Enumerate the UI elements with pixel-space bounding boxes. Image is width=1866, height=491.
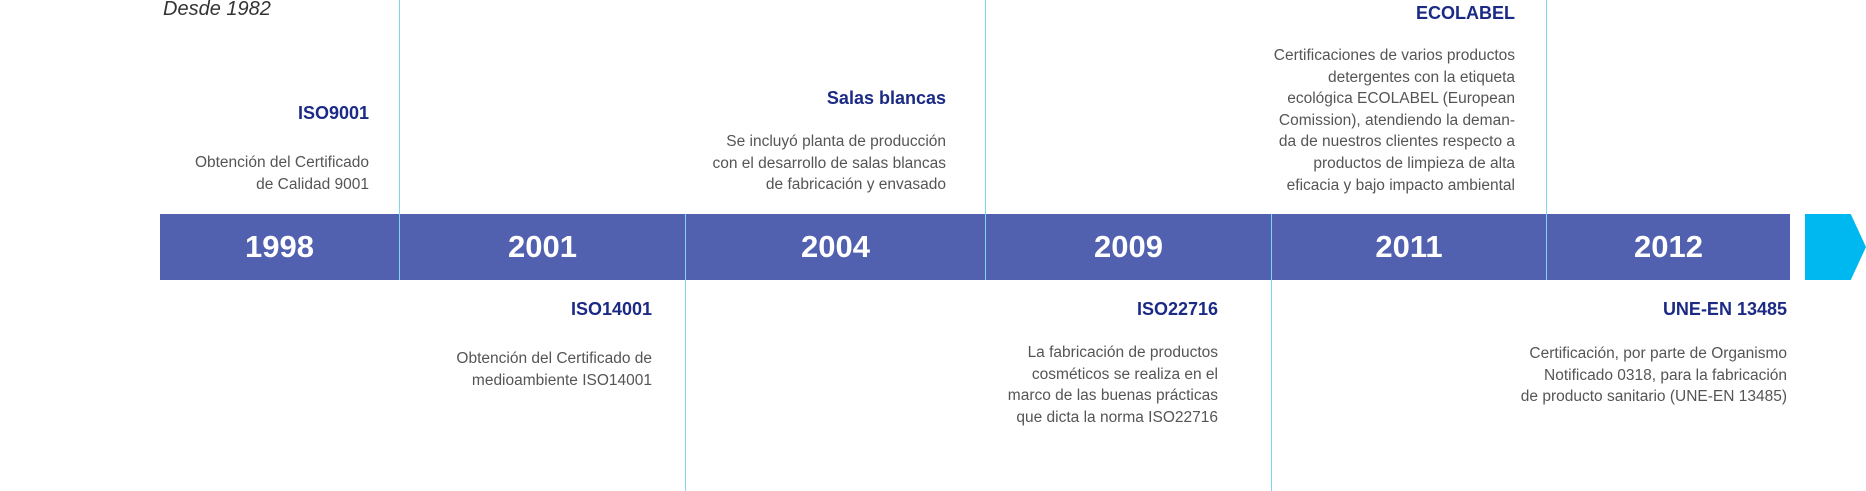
bar-separator (685, 214, 686, 280)
desc-line: Certificación, por parte de Organismo (1529, 345, 1787, 362)
divider-line (1546, 0, 1547, 214)
bar-separator (985, 214, 986, 280)
event-desc-une-en-13485: Certificación, por parte de Organismo No… (1521, 343, 1787, 408)
year-1998: 1998 (245, 229, 314, 264)
event-desc-ecolabel: Certificaciones de varios productos dete… (1274, 45, 1515, 196)
year-2012: 2012 (1634, 229, 1703, 264)
divider-line (985, 0, 986, 214)
desc-line: eficacia y bajo impacto ambiental (1286, 176, 1515, 194)
divider-line (399, 0, 400, 214)
event-title-iso9001: ISO9001 (297, 103, 369, 123)
desc-line: de producto sanitario (UNE-EN 13485) (1520, 388, 1787, 406)
desc-line: Obtención del Certificado de (456, 350, 652, 367)
year-2011: 2011 (1375, 229, 1443, 264)
tagline: Desde 1982 (163, 0, 271, 20)
divider-line (685, 214, 686, 491)
bar-separator (399, 214, 400, 280)
desc-line: con el desarrollo de salas blancas (712, 154, 947, 172)
desc-line: detergentes con la etiqueta (1328, 68, 1515, 86)
desc-line: de fabricación y envasado (765, 176, 946, 194)
event-title-ecolabel: ECOLABEL (1416, 3, 1515, 23)
desc-line: que dicta la norma ISO22716 (1016, 408, 1218, 426)
event-title-iso22716: ISO22716 (1136, 299, 1218, 319)
desc-line: Notificado 0318, para la fabricación (1544, 366, 1787, 384)
desc-line: ecológica ECOLABEL (European (1287, 90, 1515, 108)
desc-line: Certificaciones de varios productos (1273, 47, 1515, 64)
divider-line (1271, 214, 1272, 491)
bar-separator (1546, 214, 1547, 280)
event-desc-iso9001: Obtención del Certificado de Calidad 900… (195, 152, 369, 195)
bar-separator (1271, 214, 1272, 280)
desc-line: Comission), atendiendo la deman- (1278, 111, 1515, 129)
year-2004: 2004 (801, 229, 870, 264)
desc-line: marco de las buenas prácticas (1007, 387, 1218, 405)
event-desc-salas-blancas: Se incluyó planta de producción con el d… (713, 131, 947, 196)
desc-line: medioambiente ISO14001 (471, 371, 652, 389)
desc-line: Obtención del Certificado (194, 154, 369, 171)
desc-line: La fabricación de productos (1027, 344, 1218, 361)
desc-line: Se incluyó planta de producción (726, 133, 946, 150)
year-2001: 2001 (508, 229, 577, 264)
desc-line: de Calidad 9001 (256, 175, 369, 193)
timeline-bar (160, 214, 1790, 280)
next-arrow-icon[interactable] (1805, 214, 1866, 280)
desc-line: productos de limpieza de alta (1313, 154, 1515, 172)
event-title-iso14001: ISO14001 (570, 299, 652, 319)
event-title-salas-blancas: Salas blancas (826, 88, 946, 108)
desc-line: da de nuestros clientes respecto a (1278, 133, 1515, 151)
year-2009: 2009 (1094, 229, 1163, 264)
event-desc-iso22716: La fabricación de productos cosméticos s… (1008, 342, 1218, 428)
event-desc-iso14001: Obtención del Certificado de medioambien… (456, 348, 652, 391)
desc-line: cosméticos se realiza en el (1031, 365, 1218, 383)
event-title-une-en-13485: UNE-EN 13485 (1662, 299, 1787, 319)
